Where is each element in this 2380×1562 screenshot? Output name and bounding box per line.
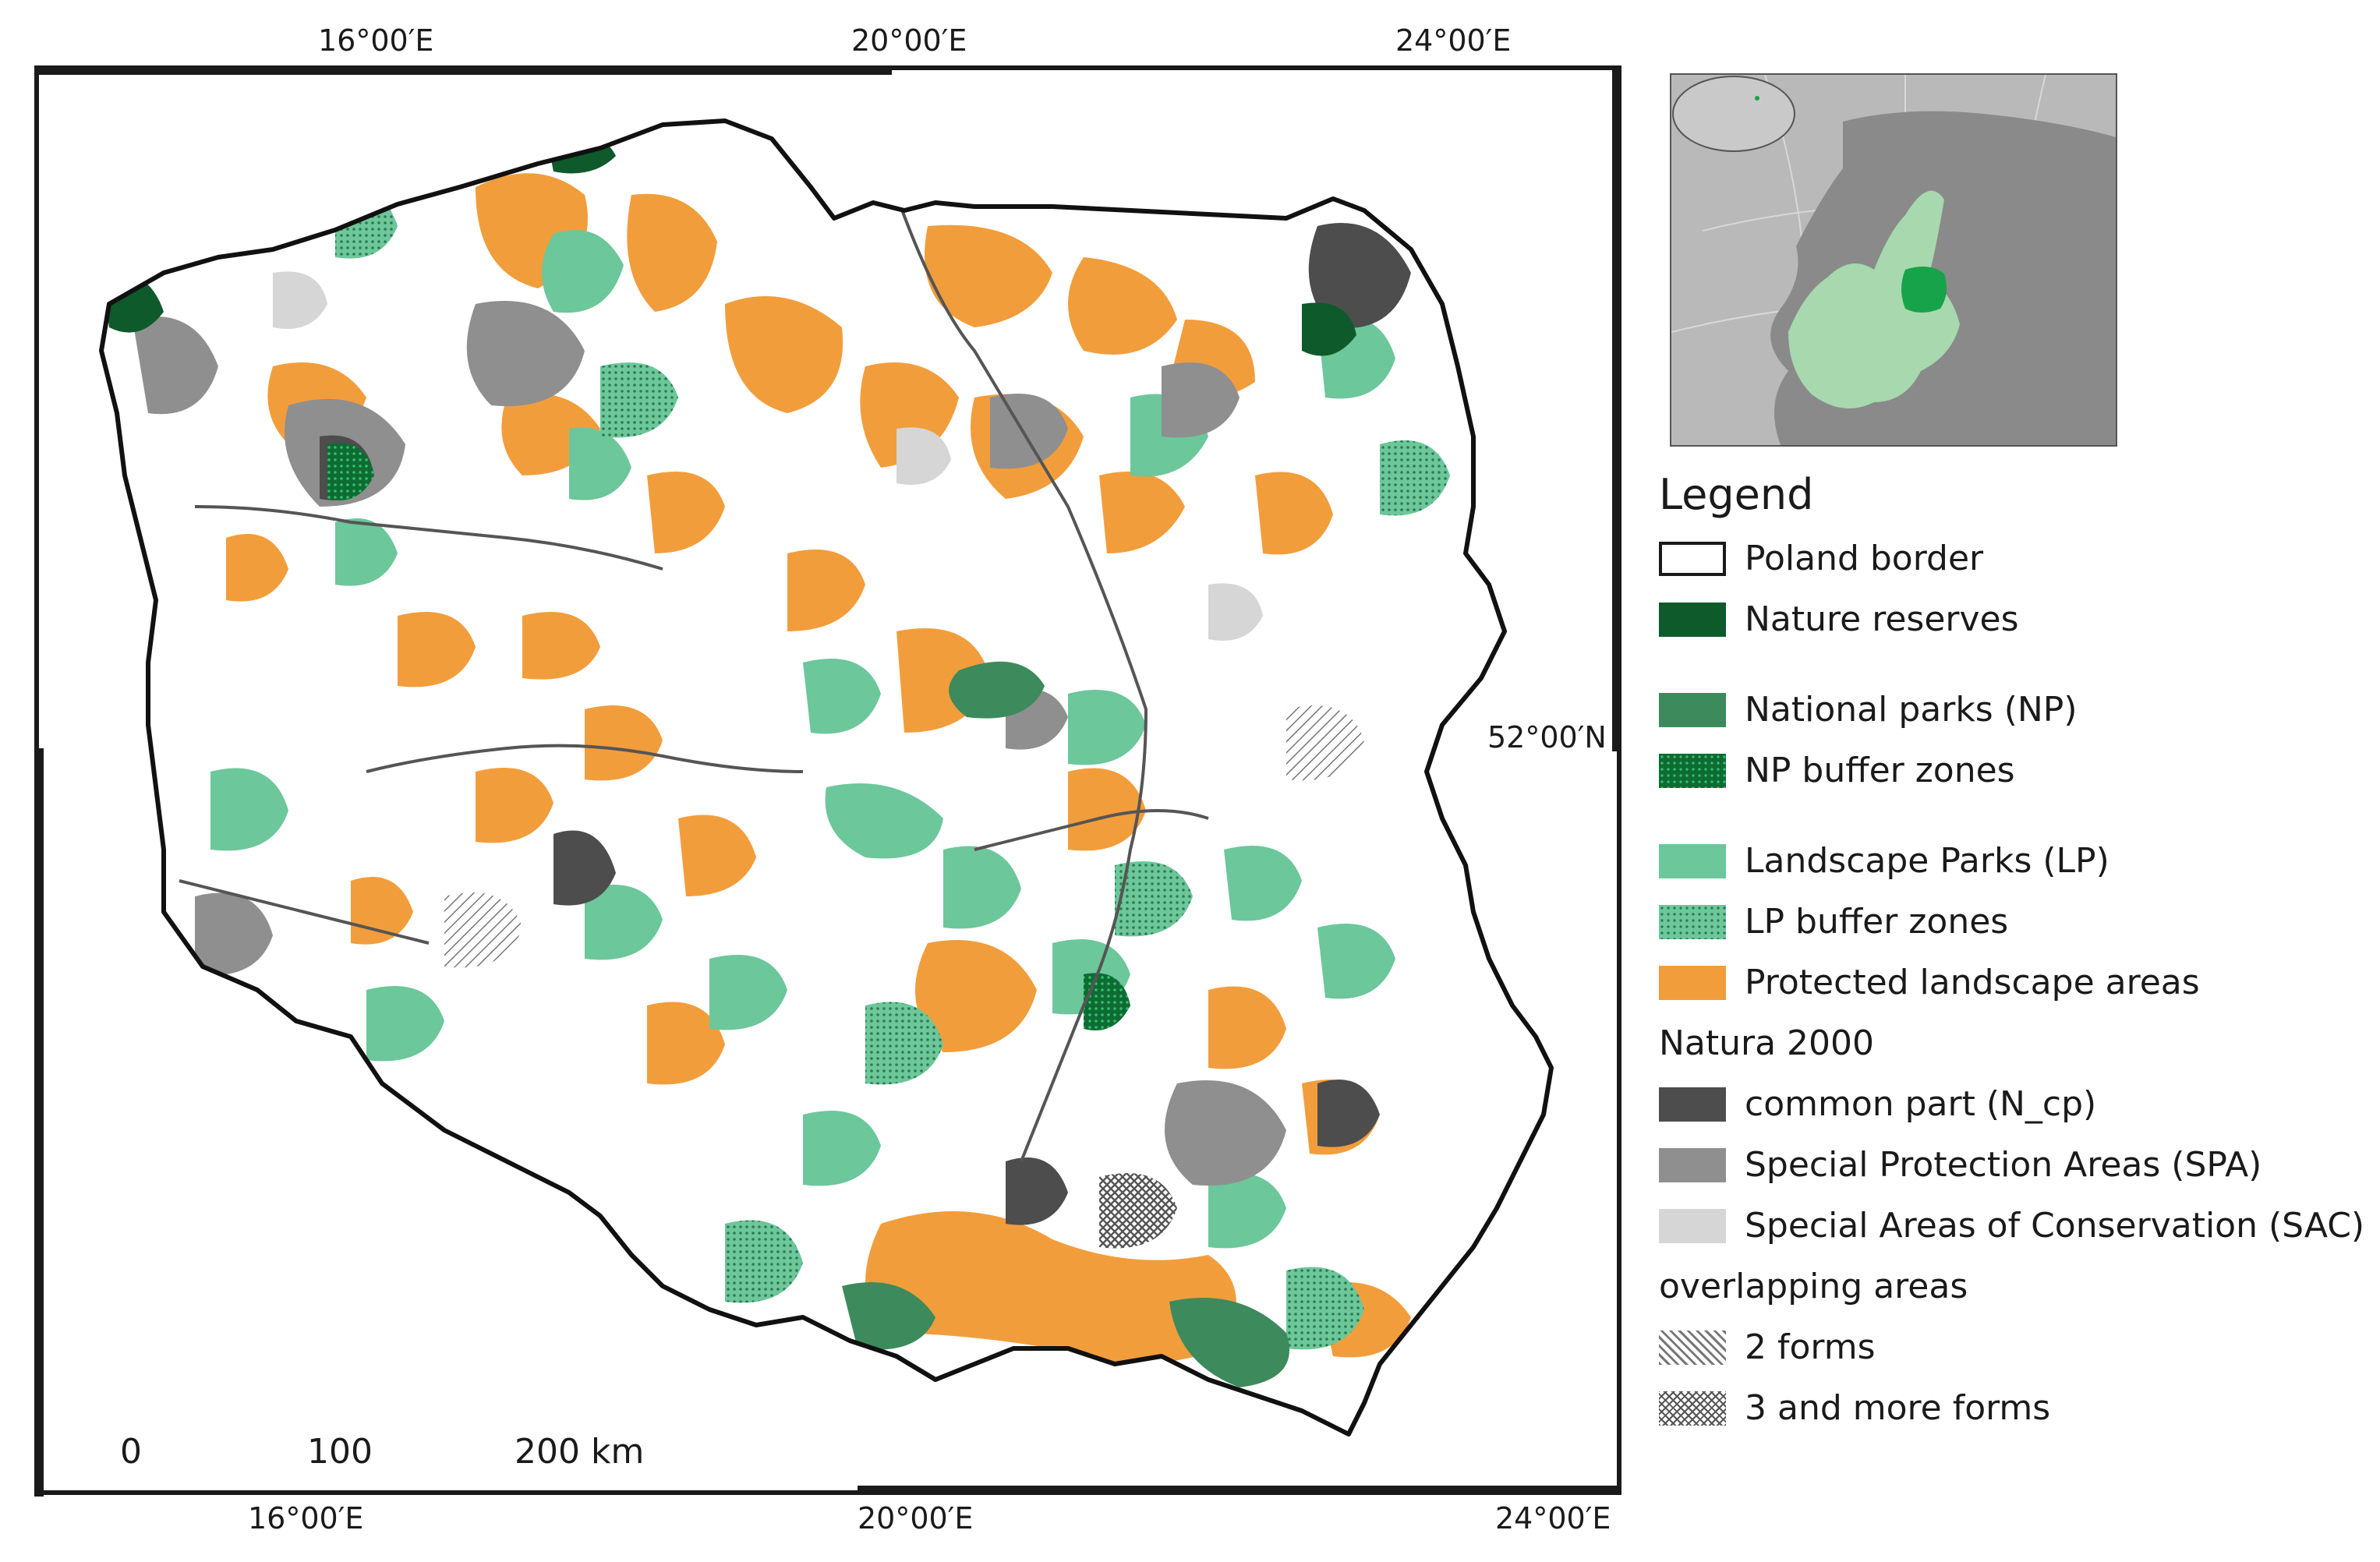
legend-label-natura-sac: Special Areas of Conservation (SAC) — [1745, 1206, 2365, 1246]
legend-gap — [1659, 650, 2376, 680]
natura-sac — [273, 271, 1263, 641]
lon-label-bottom-24: 24°00′E — [1495, 1501, 1611, 1535]
national-parks — [842, 661, 1289, 1387]
protected-areas-layer — [101, 131, 1450, 1434]
legend-swatch-protected-landscape — [1659, 966, 1726, 1000]
legend-label-national-parks: National parks (NP) — [1745, 690, 2078, 730]
lp-buffer-zones — [335, 191, 1450, 1350]
legend-swatch-np-buffer-zones — [1659, 754, 1726, 788]
legend-swatch-lp-buffer-zones — [1659, 905, 1726, 939]
legend-label-poland-border: Poland border — [1745, 539, 1984, 578]
lon-label-top-16: 16°00′E — [318, 23, 434, 58]
legend-gap — [1659, 801, 2376, 831]
legend: Legend Poland border Nature reserves Nat… — [1659, 468, 2376, 1439]
legend-swatch-natura-sac — [1659, 1209, 1726, 1243]
legend-label-overlap-2: 2 forms — [1745, 1327, 1876, 1367]
legend-swatch-natura-spa — [1659, 1148, 1726, 1182]
frame-tick-left — [34, 748, 44, 1497]
legend-item-nature-reserves: Nature reserves — [1659, 589, 2376, 650]
legend-label-overlap-3: 3 and more forms — [1745, 1388, 2051, 1428]
legend-label-protected-landscape: Protected landscape areas — [1745, 963, 2200, 1002]
legend-swatch-overlap-3 — [1659, 1391, 1726, 1426]
legend-item-poland-border: Poland border — [1659, 528, 2376, 589]
legend-item-natura-spa: Special Protection Areas (SPA) — [1659, 1135, 2376, 1196]
legend-label-np-buffer-zones: NP buffer zones — [1745, 751, 2015, 790]
legend-swatch-landscape-parks — [1659, 844, 1726, 878]
lon-label-bottom-16: 16°00′E — [248, 1501, 364, 1535]
legend-item-national-parks: National parks (NP) — [1659, 680, 2376, 740]
scale-label-0: 0 — [120, 1432, 142, 1472]
legend-item-overlap-3: 3 and more forms — [1659, 1378, 2376, 1439]
scale-bar: 0 100 200 km — [89, 1432, 644, 1490]
rivers — [179, 194, 1209, 1162]
legend-swatch-national-parks — [1659, 693, 1726, 727]
legend-title: Legend — [1659, 470, 1814, 519]
legend-item-natura-common: common part (N_cp) — [1659, 1074, 2376, 1135]
legend-heading-overlap: overlapping areas — [1659, 1267, 1968, 1306]
legend-heading-natura: Natura 2000 — [1659, 1023, 1875, 1063]
legend-label-lp-buffer-zones: LP buffer zones — [1745, 902, 2009, 942]
inset-poland-highlight — [1901, 267, 1947, 313]
legend-label-natura-common: common part (N_cp) — [1745, 1084, 2097, 1124]
natura-spa — [133, 301, 1286, 1186]
legend-swatch-overlap-2 — [1659, 1331, 1726, 1365]
legend-swatch-poland-border — [1659, 542, 1726, 576]
lon-label-top-24: 24°00′E — [1395, 23, 1512, 58]
legend-item-natura-sac: Special Areas of Conservation (SAC) — [1659, 1196, 2376, 1256]
scale-label-200: 200 km — [515, 1432, 645, 1472]
legend-item-protected-landscape: Protected landscape areas — [1659, 952, 2376, 1013]
map-frame[interactable]: 0 100 200 km — [34, 65, 1621, 1495]
legend-swatch-natura-common — [1659, 1087, 1726, 1122]
legend-swatch-nature-reserves — [1659, 603, 1726, 637]
inset-globe-outline — [1672, 76, 1795, 152]
lat-label-52: 52°00′N — [1484, 722, 1610, 753]
poland-border — [99, 118, 1554, 1437]
legend-label-landscape-parks: Landscape Parks (LP) — [1745, 841, 2109, 881]
frame-tick-bottom — [858, 1486, 1621, 1495]
frame-tick-top — [34, 65, 892, 75]
legend-item-lp-buffer-zones: LP buffer zones — [1659, 892, 2376, 952]
lon-label-bottom-20: 20°00′E — [858, 1501, 974, 1535]
lon-label-top-20: 20°00′E — [851, 23, 967, 58]
inset-svg — [1671, 75, 2116, 445]
natura-common-part — [320, 223, 1411, 1225]
inset-locator-map[interactable] — [1670, 73, 2117, 447]
legend-label-natura-spa: Special Protection Areas (SPA) — [1745, 1145, 2262, 1185]
scale-label-100: 100 — [307, 1432, 373, 1472]
overlapping-areas — [444, 705, 1364, 1249]
legend-item-np-buffer-zones: NP buffer zones — [1659, 740, 2376, 801]
inset-globe-marker — [1755, 96, 1759, 101]
legend-item-landscape-parks: Landscape Parks (LP) — [1659, 831, 2376, 892]
legend-label-nature-reserves: Nature reserves — [1745, 599, 2019, 639]
frame-tick-right — [1612, 65, 1621, 751]
np-buffer-zones — [327, 443, 1130, 1030]
legend-item-overlap-2: 2 forms — [1659, 1317, 2376, 1378]
poland-map[interactable] — [39, 70, 1617, 1490]
inset-eu — [1788, 190, 1960, 408]
